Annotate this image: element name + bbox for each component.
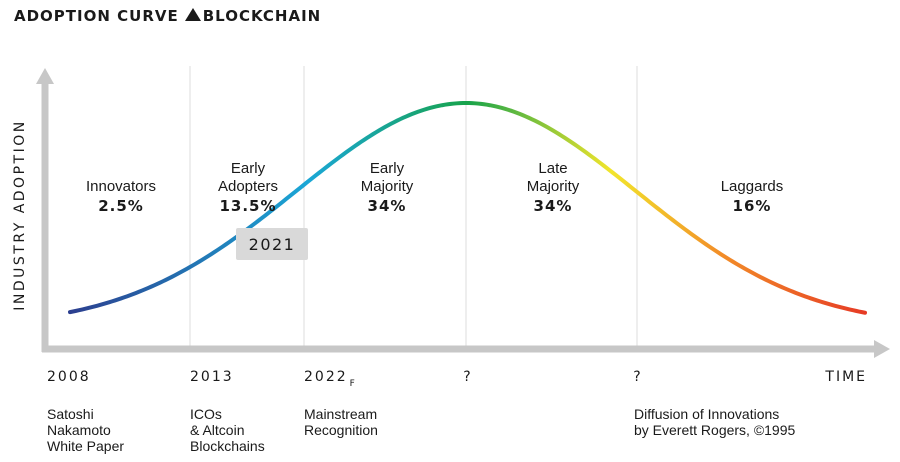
title-left: ADOPTION CURVE: [14, 7, 179, 25]
segment-dividers: [189, 66, 638, 346]
segment-percent: 2.5%: [98, 197, 144, 215]
segment-percent: 13.5%: [219, 197, 276, 215]
milestone-note-line: Blockchains: [190, 438, 265, 454]
title-right: BLOCKCHAIN: [202, 7, 322, 25]
segment-labels: Innovators2.5%EarlyAdopters13.5%EarlyMaj…: [86, 160, 783, 215]
x-tick-label: TIME: [824, 369, 867, 385]
segment-label-innovators: Innovators 2.5%: [86, 178, 156, 215]
milestone-note-line: White Paper: [47, 438, 125, 454]
segment-percent: 16%: [733, 197, 772, 215]
milestone-note: Mainstream Recognition: [304, 406, 378, 438]
milestone-note-line: by Everett Rogers, ©1995: [634, 422, 796, 438]
milestone-note: Diffusion of Innovations by Everett Roger…: [634, 406, 795, 438]
triangle-up-icon: [184, 7, 201, 25]
segment-name: Laggards: [721, 178, 784, 195]
x-tick-label: ?: [633, 369, 642, 385]
y-axis-label: INDUSTRY ADOPTION: [12, 119, 28, 310]
chart-title: ADOPTION CURVE BLOCKCHAIN: [14, 7, 321, 25]
segment-name: Majority: [361, 178, 414, 195]
milestone-note-line: & Altcoin: [190, 422, 245, 438]
x-tick-labels: 2008 2013 2022 F?? TIME: [47, 369, 867, 389]
x-axis-arrow: [874, 340, 890, 358]
marker-2021: 2021: [236, 228, 308, 260]
segment-percent: 34%: [534, 197, 573, 215]
segment-label-laggards: Laggards 16%: [721, 178, 784, 215]
milestone-note-line: Satoshi: [47, 406, 94, 422]
x-tick-label: 2022 F: [304, 369, 357, 389]
milestone-note: Satoshi Nakamoto White Paper: [47, 406, 124, 454]
marker-box: [236, 228, 308, 260]
segment-name: Innovators: [86, 178, 156, 195]
milestone-note-line: Nakamoto: [47, 422, 111, 438]
x-tick-subscript: F: [350, 379, 357, 389]
marker-label: 2021: [249, 235, 296, 254]
y-axis-arrow: [36, 68, 54, 84]
segment-name: Early: [231, 160, 266, 177]
milestone-note-line: Recognition: [304, 422, 378, 438]
milestone-note: ICOs & Altcoin Blockchains: [190, 406, 265, 454]
segment-name: Majority: [527, 178, 580, 195]
segment-name: Adopters: [218, 178, 278, 195]
adoption-curve: [68, 100, 867, 315]
x-tick-label: ?: [463, 369, 472, 385]
milestone-note-line: Diffusion of Innovations: [634, 406, 780, 422]
x-tick-label: 2008: [47, 369, 91, 385]
segment-name: Late: [538, 160, 567, 177]
milestone-note-line: ICOs: [190, 406, 222, 422]
segment-percent: 34%: [368, 197, 407, 215]
segment-name: Early: [370, 160, 405, 177]
x-tick-label: 2013: [190, 369, 234, 385]
milestone-note-line: Mainstream: [304, 406, 378, 422]
